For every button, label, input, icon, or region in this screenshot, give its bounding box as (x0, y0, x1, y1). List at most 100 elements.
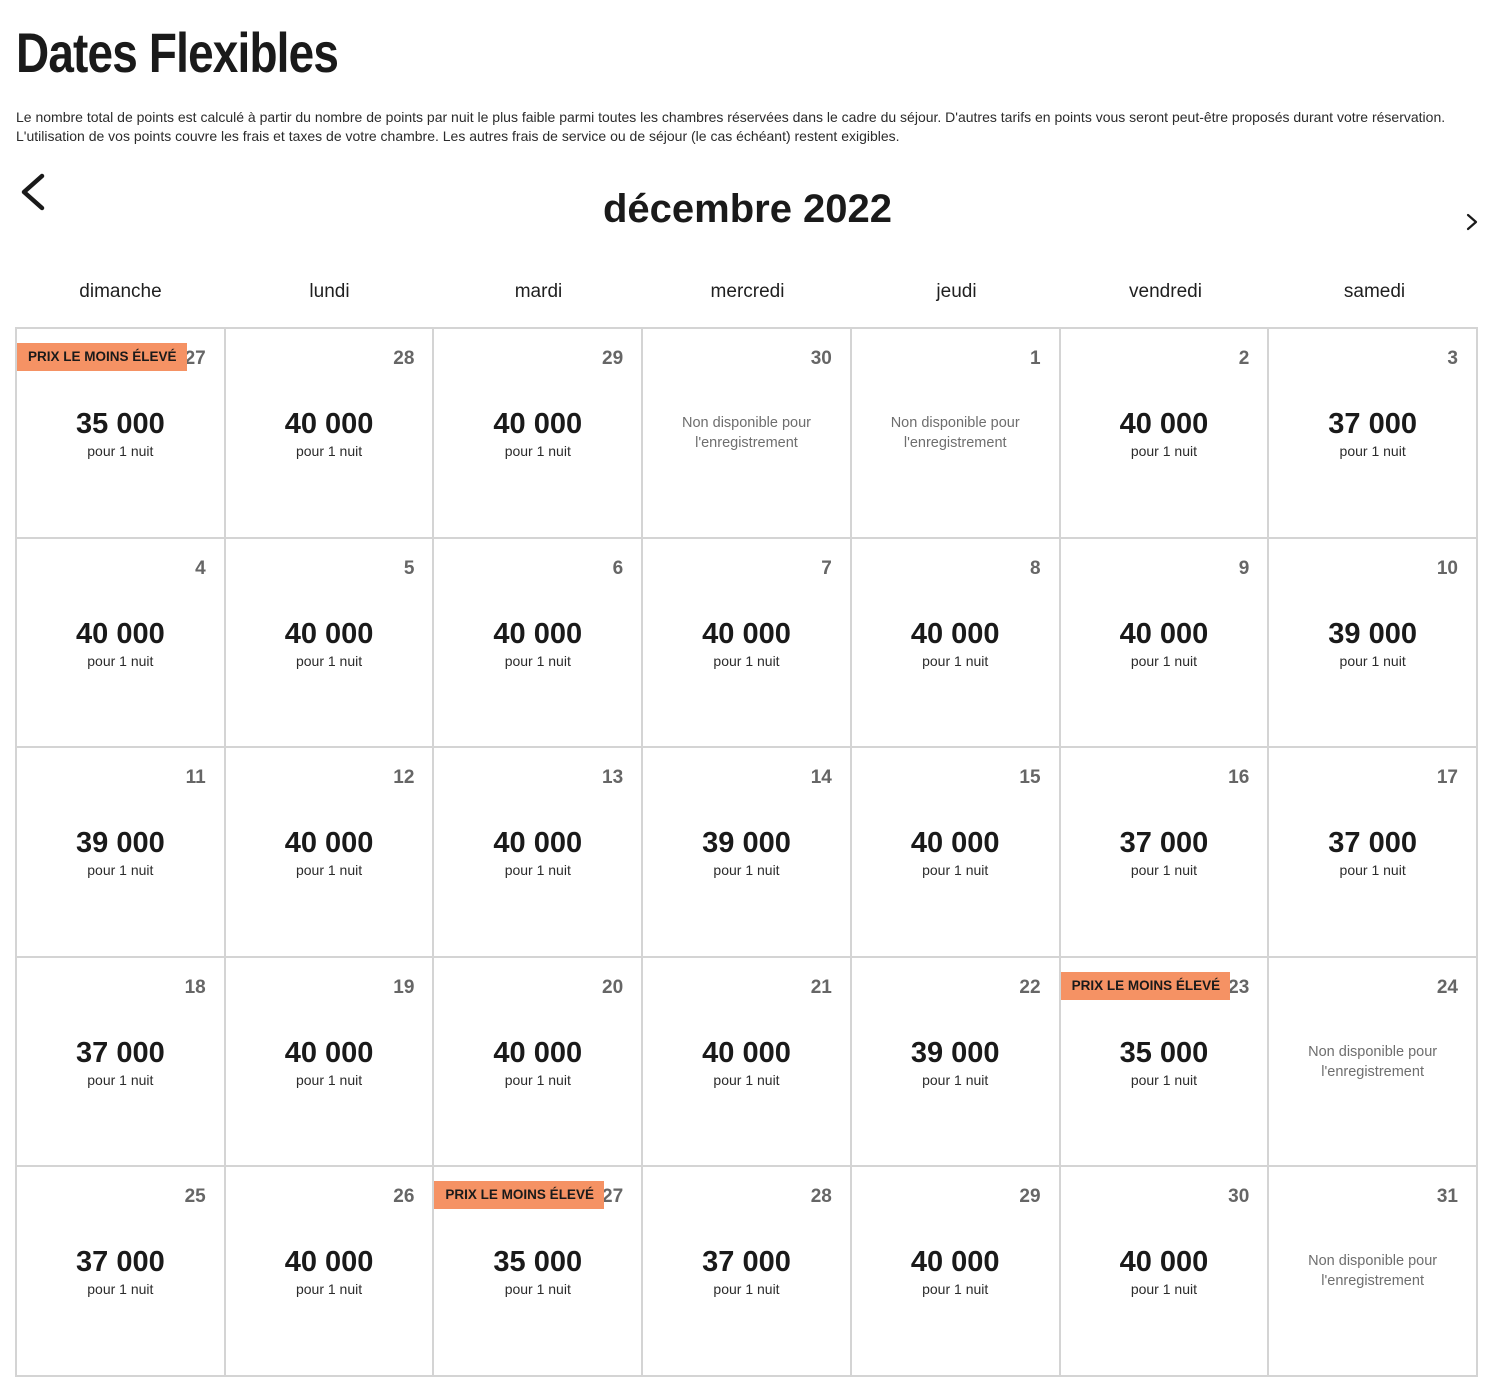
per-night-label: pour 1 nuit (922, 1071, 989, 1088)
calendar-day-cell[interactable]: 10 39 000 pour 1 nuit (1269, 538, 1478, 749)
lowest-price-badge: PRIX LE MOINS ÉLEVÉ (1060, 971, 1231, 1000)
calendar-day-cell[interactable]: 7 40 000 pour 1 nuit (643, 538, 852, 749)
per-night-label: pour 1 nuit (713, 862, 780, 879)
points-price: 37 000 (1119, 827, 1209, 860)
weekday-label: jeudi (936, 281, 977, 302)
calendar-day-cell[interactable]: 19 40 000 pour 1 nuit (225, 957, 435, 1168)
weekday-label: dimanche (79, 281, 162, 302)
calendar-day-cell[interactable]: 27 PRIX LE MOINS ÉLEVÉ 35 000 pour 1 nuit (17, 329, 226, 539)
unavailable-text: Non disponible pour l'enregistrement (682, 415, 811, 451)
points-price: 40 000 (493, 408, 583, 440)
points-price: 35 000 (76, 408, 165, 440)
chevron-left-icon (21, 173, 45, 211)
calendar-day-cell[interactable]: 14 39 000 pour 1 nuit (643, 748, 852, 958)
points-price: 37 000 (1328, 827, 1417, 860)
per-night-label: pour 1 nuit (295, 1071, 363, 1088)
day-number: 27 (184, 348, 206, 369)
calendar-day-cell[interactable]: 28 37 000 pour 1 nuit (643, 1167, 852, 1377)
calendar-day-cell[interactable]: 20 40 000 pour 1 nuit (434, 957, 644, 1168)
calendar-grid: 27 PRIX LE MOINS ÉLEVÉ 35 000 pour 1 nuit 28… (15, 327, 1478, 1377)
per-night-label: pour 1 nuit (1339, 652, 1406, 669)
points-price: 40 000 (910, 827, 1000, 860)
calendar-day-cell[interactable]: 5 40 000 pour 1 nuit (225, 538, 435, 749)
calendar-day-cell[interactable]: 26 40 000 pour 1 nuit (225, 1167, 435, 1377)
per-night-label: pour 1 nuit (87, 1281, 154, 1298)
calendar-day-cell[interactable]: 1 Non disponible pour l'enregistrement (851, 329, 1061, 539)
calendar-day-cell[interactable]: 16 37 000 pour 1 nuit (1060, 748, 1270, 958)
day-number: 22 (1019, 976, 1041, 998)
points-price: 40 000 (493, 617, 583, 650)
points-price: 35 000 (1119, 1036, 1209, 1069)
calendar-day-cell[interactable]: 28 40 000 pour 1 nuit (225, 329, 435, 539)
calendar-day-cell[interactable]: 4 40 000 pour 1 nuit (17, 538, 226, 749)
calendar-day-cell[interactable]: 15 40 000 pour 1 nuit (851, 748, 1061, 958)
per-night-label: pour 1 nuit (922, 862, 989, 879)
weekday-label: samedi (1343, 281, 1406, 302)
day-number: 14 (810, 767, 832, 789)
per-night-label: pour 1 nuit (713, 652, 780, 669)
per-night-label: pour 1 nuit (504, 443, 571, 459)
calendar-day-cell[interactable]: 27 PRIX LE MOINS ÉLEVÉ 35 000 pour 1 nuit (434, 1167, 644, 1377)
calendar-day-cell[interactable]: 9 40 000 pour 1 nuit (1060, 538, 1270, 749)
per-night-label: pour 1 nuit (713, 1281, 780, 1298)
unavailable-text: Non disponible pour l'enregistrement (1308, 1043, 1438, 1080)
calendar-day-cell[interactable]: 31 Non disponible pour l'enregistrement (1269, 1167, 1478, 1377)
calendar-day-cell[interactable]: 11 39 000 pour 1 nuit (17, 748, 226, 958)
per-night-label: pour 1 nuit (87, 443, 154, 459)
day-number: 20 (602, 976, 624, 998)
calendar-day-cell[interactable]: 17 37 000 pour 1 nuit (1269, 748, 1478, 958)
calendar-day-cell[interactable]: 30 Non disponible pour l'enregistrement (643, 329, 852, 539)
points-price: 39 000 (76, 827, 165, 860)
weekday-header-row: dimanche lundi mardi mercredi jeudi vendredi s… (16, 274, 1479, 310)
calendar-day-cell[interactable]: 18 37 000 pour 1 nuit (17, 957, 226, 1168)
day-number: 8 (1029, 557, 1041, 579)
weekday-label: lundi (309, 281, 350, 302)
lowest-price-badge: PRIX LE MOINS ÉLEVÉ (17, 343, 187, 371)
points-price: 39 000 (1328, 617, 1417, 650)
calendar-day-cell[interactable]: 29 40 000 pour 1 nuit (851, 1167, 1061, 1377)
day-number: 21 (810, 976, 832, 998)
weekday-label: vendredi (1129, 281, 1202, 302)
calendar-day-cell[interactable]: 12 40 000 pour 1 nuit (225, 748, 435, 958)
per-night-label: pour 1 nuit (1130, 1281, 1197, 1298)
calendar-day-cell[interactable]: 13 40 000 pour 1 nuit (434, 748, 644, 958)
calendar-day-cell[interactable]: 22 39 000 pour 1 nuit (851, 957, 1061, 1168)
per-night-label: pour 1 nuit (504, 1281, 571, 1298)
day-number: 29 (602, 348, 624, 369)
calendar-day-cell[interactable]: 8 40 000 pour 1 nuit (851, 538, 1061, 749)
page-title: Dates Flexibles (16, 21, 339, 84)
day-number: 19 (393, 976, 415, 998)
points-price: 40 000 (493, 1036, 583, 1069)
points-price: 40 000 (910, 1246, 1000, 1279)
calendar-day-cell[interactable]: 29 40 000 pour 1 nuit (434, 329, 644, 539)
per-night-label: pour 1 nuit (1339, 862, 1406, 879)
next-month-button[interactable] (1462, 210, 1482, 234)
per-night-label: pour 1 nuit (922, 1281, 989, 1298)
day-number: 1 (1029, 348, 1041, 369)
calendar-day-cell[interactable]: 21 40 000 pour 1 nuit (643, 957, 852, 1168)
previous-month-button[interactable] (14, 168, 54, 216)
calendar-day-cell[interactable]: 25 37 000 pour 1 nuit (17, 1167, 226, 1377)
day-number: 30 (810, 348, 832, 369)
day-number: 31 (1436, 1186, 1458, 1208)
per-night-label: pour 1 nuit (295, 862, 363, 879)
calendar-day-cell[interactable]: 6 40 000 pour 1 nuit (434, 538, 644, 749)
calendar-day-cell[interactable]: 3 37 000 pour 1 nuit (1269, 329, 1478, 539)
calendar-day-cell[interactable]: 30 40 000 pour 1 nuit (1060, 1167, 1270, 1377)
calendar-day-cell[interactable]: 24 Non disponible pour l'enregistrement (1269, 957, 1478, 1168)
per-night-label: pour 1 nuit (87, 862, 154, 879)
weekday-label: mercredi (710, 281, 785, 302)
weekday-label: mardi (514, 281, 563, 302)
day-number: 4 (195, 557, 206, 579)
day-number: 24 (1436, 976, 1458, 998)
day-number: 28 (393, 348, 415, 369)
per-night-label: pour 1 nuit (504, 652, 571, 669)
unavailable-text: Non disponible pour l'enregistrement (1308, 1253, 1438, 1290)
points-price: 40 000 (702, 617, 791, 650)
per-night-label: pour 1 nuit (922, 652, 989, 669)
day-number: 5 (403, 557, 415, 579)
day-number: 10 (1436, 557, 1458, 579)
calendar-day-cell[interactable]: 23 PRIX LE MOINS ÉLEVÉ 35 000 pour 1 nuit (1060, 957, 1270, 1168)
calendar-day-cell[interactable]: 2 40 000 pour 1 nuit (1060, 329, 1270, 539)
points-price: 40 000 (910, 617, 1000, 650)
